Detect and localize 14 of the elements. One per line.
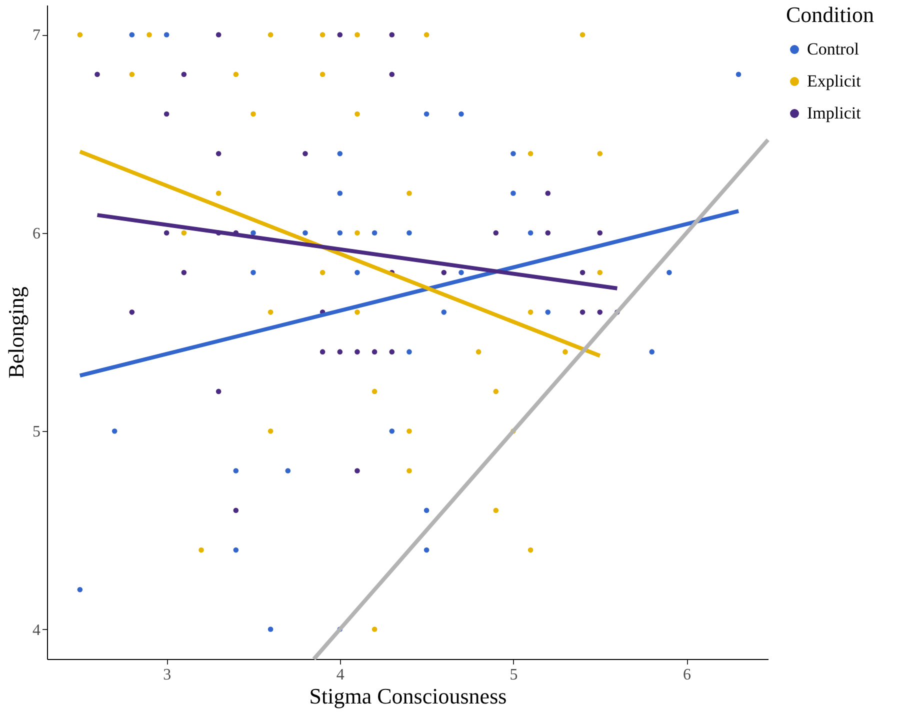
legend-label: Explicit [807,72,862,90]
y-tick-label: 4 [32,622,40,639]
x-tick-label: 3 [163,666,172,684]
x-axis-title: Stigma Consciousness [309,684,507,708]
x-tick-label: 4 [336,666,344,684]
y-tick-label: 6 [32,225,40,242]
legend-label: Implicit [807,104,862,122]
y-tick-label: 5 [32,424,40,441]
y-axis-title: Belonging [4,286,28,378]
y-tick-label: 7 [32,27,40,44]
x-tick-label: 6 [683,666,692,684]
x-tick-label: 5 [510,666,518,684]
legend-title: Condition [786,2,874,27]
legend-label: Control [807,40,860,58]
